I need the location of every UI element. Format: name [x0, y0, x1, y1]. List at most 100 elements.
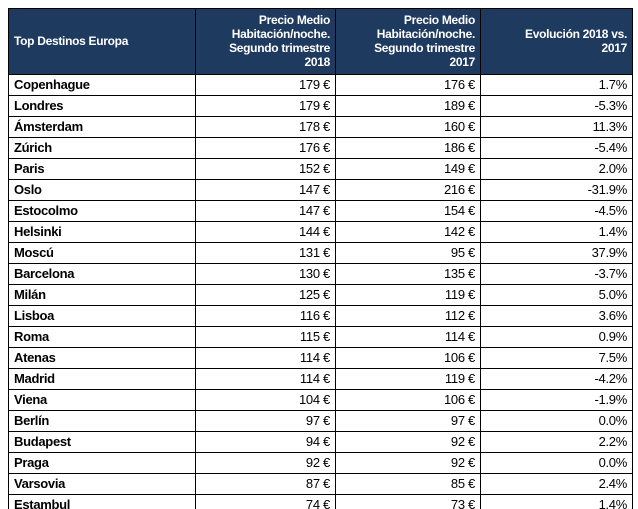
price-2017-cell: 85 € — [335, 472, 481, 495]
city-cell: Londres — [8, 94, 196, 117]
table-row: Lisboa 116 €112 €3.6% — [8, 304, 633, 327]
city-cell: Lisboa — [8, 304, 196, 327]
table-header: Top Destinos Europa Precio Medio Habitac… — [8, 8, 633, 75]
price-2018-cell: 92 € — [195, 451, 336, 474]
evolution-cell: 1.4% — [480, 493, 633, 509]
evolution-cell: -4.5% — [480, 199, 633, 222]
evolution-cell: -4.2% — [480, 367, 633, 390]
table-row: Atenas 114 €106 €7.5% — [8, 346, 633, 369]
city-cell: Ámsterdam — [8, 115, 196, 138]
price-2017-cell: 135 € — [335, 262, 481, 285]
table-row: Madrid 114 €119 € -4.2% — [8, 367, 633, 390]
price-2017-cell: 106 € — [335, 346, 481, 369]
city-cell: Budapest — [8, 430, 196, 453]
table-row: Varsovia 87 €85 €2.4% — [8, 472, 633, 495]
price-2018-cell: 147 € — [195, 199, 336, 222]
evolution-cell: 0.0% — [480, 409, 633, 432]
table-row: Oslo 147 €216 € -31.9% — [8, 178, 633, 201]
header-row: Top Destinos Europa Precio Medio Habitac… — [8, 8, 633, 75]
price-2018-cell: 115 € — [195, 325, 336, 348]
price-2018-cell: 131 € — [195, 241, 336, 264]
price-2018-cell: 179 € — [195, 94, 336, 117]
table-row: Budapest 94 €92 €2.2% — [8, 430, 633, 453]
evolution-cell: 2.4% — [480, 472, 633, 495]
evolution-cell: 11.3% — [480, 115, 633, 138]
evolution-cell: 7.5% — [480, 346, 633, 369]
price-2018-cell: 116 € — [195, 304, 336, 327]
evolution-cell: 2.0% — [480, 157, 633, 180]
city-cell: Barcelona — [8, 262, 196, 285]
city-cell: Estocolmo — [8, 199, 196, 222]
table-row: Londres 179 €189 € -5.3% — [8, 94, 633, 117]
evolution-cell: 37.9% — [480, 241, 633, 264]
evolution-cell: 2.2% — [480, 430, 633, 453]
evolution-cell: 0.9% — [480, 325, 633, 348]
city-cell: Moscú — [8, 241, 196, 264]
price-2017-cell: 95 € — [335, 241, 481, 264]
price-2018-cell: 179 € — [195, 73, 336, 96]
price-2018-cell: 130 € — [195, 262, 336, 285]
evolution-cell: 0.0% — [480, 451, 633, 474]
table-row: Ámsterdam 178 €160 €11.3% — [8, 115, 633, 138]
table-row: Berlín 97 €97 €0.0% — [8, 409, 633, 432]
price-2018-cell: 147 € — [195, 178, 336, 201]
price-2017-cell: 160 € — [335, 115, 481, 138]
city-cell: Copenhague — [8, 73, 196, 96]
table-row: Paris 152 €149 €2.0% — [8, 157, 633, 180]
table-row: Barcelona 130 €135 € -3.7% — [8, 262, 633, 285]
table-row: Viena 104 €106 € -1.9% — [8, 388, 633, 411]
city-cell: Madrid — [8, 367, 196, 390]
table-row: Moscú 131 €95 €37.9% — [8, 241, 633, 264]
price-2017-cell: 119 € — [335, 283, 481, 306]
price-2018-cell: 152 € — [195, 157, 336, 180]
top-destinos-table: Top Destinos Europa Precio Medio Habitac… — [8, 8, 633, 509]
price-2017-cell: 106 € — [335, 388, 481, 411]
city-cell: Varsovia — [8, 472, 196, 495]
price-2017-cell: 189 € — [335, 94, 481, 117]
price-2017-cell: 97 € — [335, 409, 481, 432]
table-row: Zúrich 176 €186 € -5.4% — [8, 136, 633, 159]
price-2018-cell: 176 € — [195, 136, 336, 159]
table-row: Praga 92 €92 €0.0% — [8, 451, 633, 474]
city-cell: Atenas — [8, 346, 196, 369]
city-cell: Helsinki — [8, 220, 196, 243]
evolution-cell: -3.7% — [480, 262, 633, 285]
price-2018-cell: 104 € — [195, 388, 336, 411]
price-2018-cell: 74 € — [195, 493, 336, 509]
price-2018-cell: 94 € — [195, 430, 336, 453]
evolution-cell: -31.9% — [480, 178, 633, 201]
table-row: Milán 125 €119 €5.0% — [8, 283, 633, 306]
evolution-cell: -5.4% — [480, 136, 633, 159]
col-header-precio-2017: Precio Medio Habitación/noche. Segundo t… — [335, 8, 481, 75]
price-2017-cell: 114 € — [335, 325, 481, 348]
city-cell: Oslo — [8, 178, 196, 201]
table-row: Helsinki 144 €142 €1.4% — [8, 220, 633, 243]
evolution-cell: 3.6% — [480, 304, 633, 327]
evolution-cell: -1.9% — [480, 388, 633, 411]
price-2017-cell: 92 € — [335, 430, 481, 453]
city-cell: Praga — [8, 451, 196, 474]
col-header-top-destinos: Top Destinos Europa — [8, 8, 196, 75]
city-cell: Berlín — [8, 409, 196, 432]
price-2018-cell: 114 € — [195, 367, 336, 390]
price-2017-cell: 149 € — [335, 157, 481, 180]
price-2017-cell: 186 € — [335, 136, 481, 159]
price-2018-cell: 178 € — [195, 115, 336, 138]
col-header-evolucion: Evolución 2018 vs. 2017 — [480, 8, 633, 75]
table-body: Copenhague 179 €176 €1.7% Londres 179 €189 … — [8, 73, 633, 509]
city-cell: Estambul — [8, 493, 196, 509]
price-2017-cell: 119 € — [335, 367, 481, 390]
table-row: Estocolmo 147 €154 € -4.5% — [8, 199, 633, 222]
price-2017-cell: 176 € — [335, 73, 481, 96]
price-2018-cell: 114 € — [195, 346, 336, 369]
evolution-cell: -5.3% — [480, 94, 633, 117]
city-cell: Viena — [8, 388, 196, 411]
price-2018-cell: 144 € — [195, 220, 336, 243]
price-2017-cell: 216 € — [335, 178, 481, 201]
table-row: Roma 115 €114 €0.9% — [8, 325, 633, 348]
price-2018-cell: 87 € — [195, 472, 336, 495]
price-2018-cell: 97 € — [195, 409, 336, 432]
city-cell: Milán — [8, 283, 196, 306]
city-cell: Zúrich — [8, 136, 196, 159]
city-cell: Roma — [8, 325, 196, 348]
